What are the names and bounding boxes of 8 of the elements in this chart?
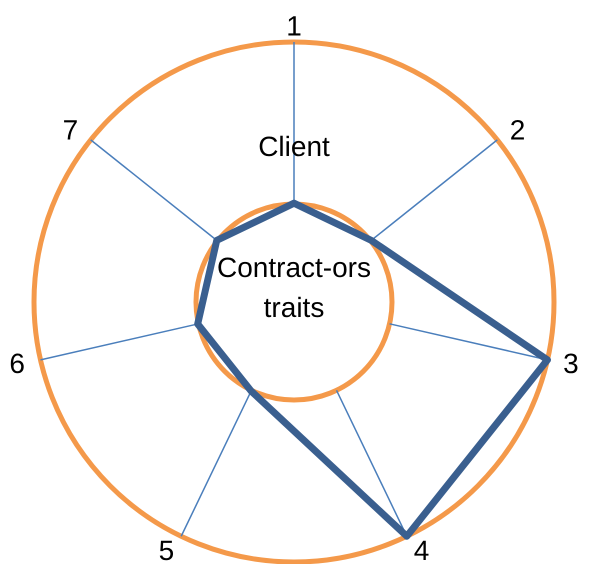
- spoke-label: 4: [414, 535, 430, 566]
- spoke-label: 5: [158, 535, 174, 566]
- spoke-label: 1: [286, 10, 302, 42]
- text: Contract-ors traits: [216, 251, 372, 325]
- spoke-label: 3: [563, 348, 579, 379]
- spoke-label: 2: [510, 114, 526, 146]
- spoke-label: 7: [62, 114, 78, 146]
- spoke-label: 6: [9, 348, 25, 379]
